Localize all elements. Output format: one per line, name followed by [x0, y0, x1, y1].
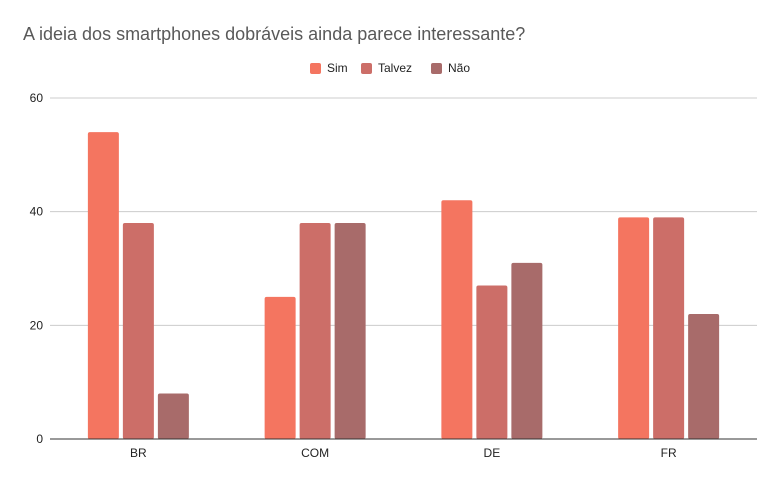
bar-fr-nao[interactable]: [688, 313, 720, 439]
y-tick-label-60: 60: [30, 91, 44, 105]
y-tick-label-40: 40: [30, 205, 44, 219]
x-tick-label-com: COM: [301, 446, 329, 460]
legend-swatch-sim: [310, 62, 321, 74]
chart-title: A ideia dos smartphones dobráveis ainda …: [23, 24, 526, 44]
y-tick-label-20: 20: [30, 318, 44, 332]
legend-item-talvez[interactable]: Talvez: [361, 61, 412, 75]
x-tick-label-br: BR: [130, 446, 147, 460]
bar-de-sim[interactable]: [441, 200, 473, 439]
x-tick-label-fr: FR: [661, 446, 677, 460]
legend-label-talvez: Talvez: [378, 61, 413, 75]
bar-de-talvez[interactable]: [476, 285, 508, 439]
bar-de-nao[interactable]: [511, 262, 543, 439]
legend-item-sim[interactable]: Sim: [310, 61, 348, 75]
y-tick-label-0: 0: [36, 432, 43, 446]
bar-fr-talvez[interactable]: [653, 217, 685, 439]
bar-br-sim[interactable]: [87, 132, 119, 439]
x-tick-label-de: DE: [484, 446, 501, 460]
legend: Sim Talvez Não: [0, 61, 782, 79]
bar-com-nao[interactable]: [334, 223, 366, 439]
legend-item-nao[interactable]: Não: [431, 61, 470, 75]
legend-label-sim: Sim: [327, 61, 348, 75]
legend-label-nao: Não: [448, 61, 471, 75]
bar-br-talvez[interactable]: [122, 223, 154, 439]
bar-br-nao[interactable]: [157, 393, 189, 439]
bar-com-talvez[interactable]: [299, 223, 331, 439]
bar-com-sim[interactable]: [264, 296, 296, 439]
legend-swatch-talvez: [361, 62, 372, 74]
legend-swatch-nao: [431, 62, 442, 74]
bar-fr-sim[interactable]: [618, 217, 650, 439]
